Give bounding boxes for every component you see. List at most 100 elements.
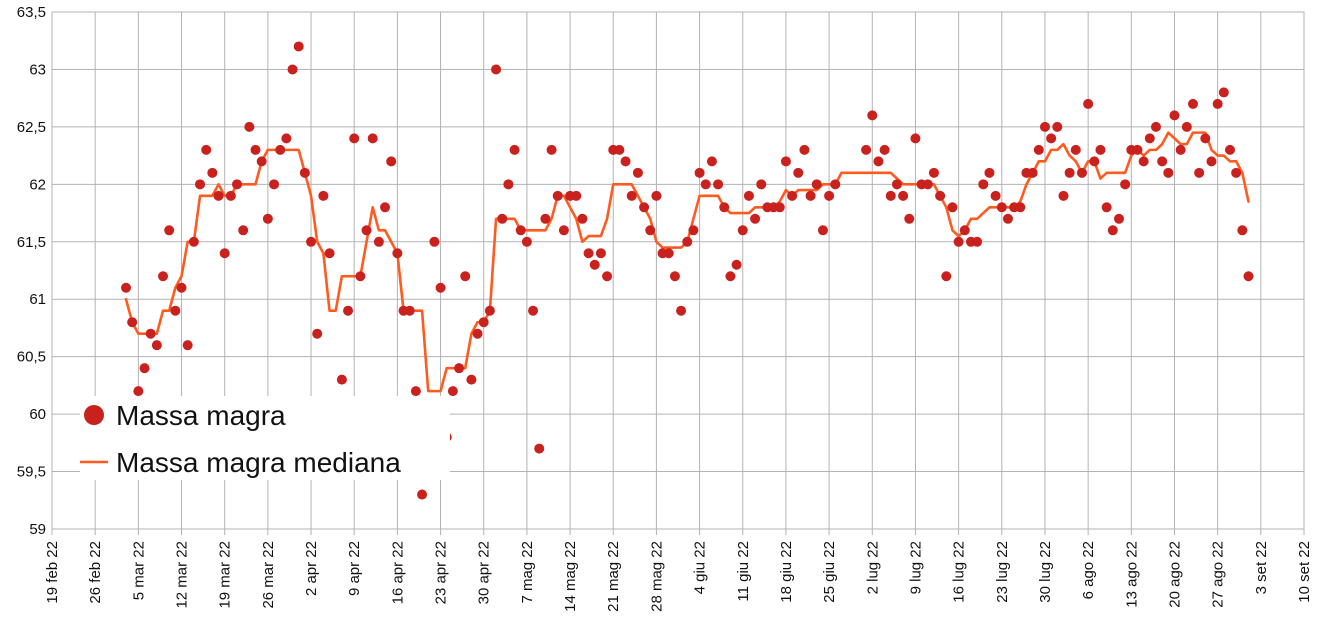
data-point	[410, 386, 421, 397]
data-point	[552, 190, 563, 201]
data-point	[373, 236, 384, 247]
x-tick-label: 23 lug 22	[994, 541, 1011, 603]
y-tick-label: 62	[29, 176, 46, 193]
data-point	[497, 213, 508, 224]
data-point	[706, 156, 717, 167]
data-point	[232, 179, 243, 190]
x-tick-label: 30 apr 22	[476, 541, 493, 604]
data-point	[682, 236, 693, 247]
y-tick-label: 59	[29, 521, 46, 538]
x-tick-label: 12 mar 22	[174, 541, 191, 609]
data-point	[1169, 110, 1180, 121]
data-point	[719, 202, 730, 213]
data-point	[1120, 179, 1131, 190]
data-point	[885, 190, 896, 201]
legend-label-line: Massa magra mediana	[116, 447, 401, 478]
data-point	[996, 202, 1007, 213]
data-point	[879, 144, 890, 155]
legend-label-scatter: Massa magra	[116, 400, 286, 431]
data-point	[1243, 271, 1254, 282]
data-point	[127, 317, 138, 328]
data-point	[602, 271, 613, 282]
data-point	[336, 374, 347, 385]
data-point	[429, 236, 440, 247]
data-point	[287, 64, 298, 75]
data-point	[139, 363, 150, 374]
data-point	[1070, 144, 1081, 155]
data-point	[528, 305, 539, 316]
data-point	[867, 110, 878, 121]
data-point	[182, 340, 193, 351]
data-point	[688, 225, 699, 236]
y-tick-label: 63,5	[17, 4, 46, 21]
legend-marker-scatter	[84, 405, 104, 425]
data-point	[392, 248, 403, 259]
y-tick-label: 60	[29, 406, 46, 423]
data-point	[1157, 156, 1168, 167]
data-point	[151, 340, 162, 351]
x-tick-label: 19 mar 22	[217, 541, 234, 609]
data-point	[417, 489, 428, 500]
y-tick-label: 63	[29, 61, 46, 78]
data-point	[626, 190, 637, 201]
data-point	[207, 167, 218, 178]
data-point	[158, 271, 169, 282]
data-point	[1163, 167, 1174, 178]
data-point	[503, 179, 514, 190]
data-point	[164, 225, 175, 236]
legend-background	[80, 396, 450, 480]
data-point	[1224, 144, 1235, 155]
y-tick-label: 61,5	[17, 234, 46, 251]
data-point	[700, 179, 711, 190]
x-tick-label: 30 lug 22	[1037, 541, 1054, 603]
data-point	[225, 190, 236, 201]
x-tick-label: 18 giu 22	[778, 541, 795, 603]
data-point	[1052, 121, 1063, 132]
data-point	[669, 271, 680, 282]
data-point	[275, 144, 286, 155]
data-point	[1194, 167, 1205, 178]
data-point	[947, 202, 958, 213]
data-point	[891, 179, 902, 190]
data-point	[1231, 167, 1242, 178]
x-tick-label: 21 mag 22	[605, 541, 622, 612]
data-point	[484, 305, 495, 316]
data-point	[725, 271, 736, 282]
data-point	[589, 259, 600, 270]
data-point	[1095, 144, 1106, 155]
data-point	[928, 167, 939, 178]
x-tick-label: 6 ago 22	[1080, 541, 1097, 599]
data-point	[435, 282, 446, 293]
x-tick-label: 10 set 22	[1296, 541, 1313, 603]
data-point	[466, 374, 477, 385]
data-point	[817, 225, 828, 236]
data-point	[898, 190, 909, 201]
data-point	[380, 202, 391, 213]
scatter-points-layer	[121, 41, 1254, 500]
data-point	[737, 225, 748, 236]
data-point	[1138, 156, 1149, 167]
data-point	[1150, 121, 1161, 132]
data-point	[639, 202, 650, 213]
data-point	[195, 179, 206, 190]
x-tick-label: 16 lug 22	[951, 541, 968, 603]
data-point	[1107, 225, 1118, 236]
data-point	[521, 236, 532, 247]
data-point	[1132, 144, 1143, 155]
data-point	[478, 317, 489, 328]
data-point	[213, 190, 224, 201]
data-point	[990, 190, 1001, 201]
x-tick-label: 28 mag 22	[648, 541, 665, 612]
data-point	[1187, 98, 1198, 109]
x-tick-label: 9 apr 22	[346, 541, 363, 596]
x-tick-label: 26 mar 22	[260, 541, 277, 609]
data-point	[805, 190, 816, 201]
data-point	[651, 190, 662, 201]
data-point	[1175, 144, 1186, 155]
data-point	[262, 213, 273, 224]
x-tick-label: 23 apr 22	[433, 541, 450, 604]
data-point	[1058, 190, 1069, 201]
data-point	[219, 248, 230, 259]
data-point	[1101, 202, 1112, 213]
plot-frame	[51, 11, 1305, 530]
